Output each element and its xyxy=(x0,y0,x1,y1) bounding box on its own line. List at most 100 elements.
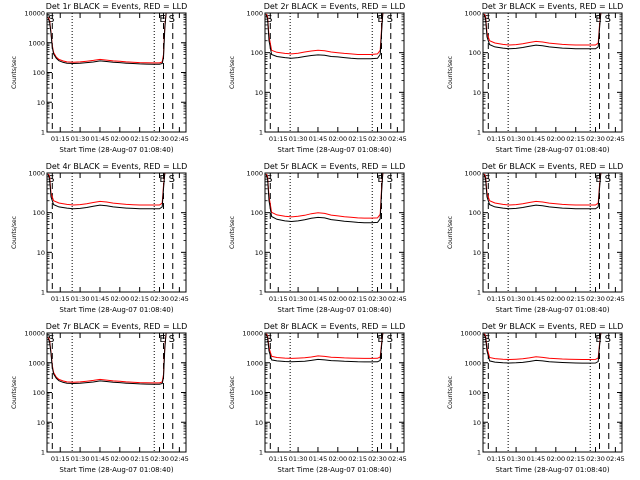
panel-det-3r: Det 3r BLACK = Events, RED = LLD Counts/s… xyxy=(447,2,625,154)
panel-title: Det 3r BLACK = Events, RED = LLD xyxy=(482,2,624,11)
y-tick-label: 100 xyxy=(469,389,481,397)
panel-title: Det 4r BLACK = Events, RED = LLD xyxy=(46,162,188,171)
marker-label-s: S xyxy=(387,334,393,345)
panel-det-6r: Det 6r BLACK = Events, RED = LLD Counts/s… xyxy=(447,162,625,314)
x-tick-label: 02:00 xyxy=(110,135,129,143)
x-axis-label: Start Time (28-Aug-07 01:08:40) xyxy=(277,146,391,154)
x-axis-label: Start Time (28-Aug-07 01:08:40) xyxy=(59,306,173,314)
y-tick-label: 100 xyxy=(469,209,481,217)
x-tick-label: 02:45 xyxy=(388,295,407,303)
y-tick-label: 100 xyxy=(469,49,481,57)
x-tick-label: 01:30 xyxy=(507,135,526,143)
y-tick-label: 1000 xyxy=(464,359,481,367)
panel-det-7r: Det 7r BLACK = Events, RED = LLD Counts/s… xyxy=(11,322,189,474)
x-tick-label: 01:30 xyxy=(507,455,526,463)
series-events xyxy=(483,332,602,364)
x-axis-label: Start Time (28-Aug-07 01:08:40) xyxy=(277,466,391,474)
series-events xyxy=(47,332,167,385)
y-tick-label: 1000 xyxy=(464,170,481,178)
y-tick-label: 10 xyxy=(255,249,263,257)
y-axis-label: Counts/sec xyxy=(229,376,236,409)
y-axis-label: Counts/sec xyxy=(11,56,18,89)
y-tick-label: 10000 xyxy=(24,330,45,338)
panel-title: Det 5r BLACK = Events, RED = LLD xyxy=(264,162,406,171)
marker-label-s: S xyxy=(387,14,393,25)
x-tick-label: 02:30 xyxy=(586,455,605,463)
marker-label-e: E xyxy=(377,14,383,25)
x-tick-label: 01:30 xyxy=(71,135,90,143)
y-tick-label: 1000 xyxy=(464,10,481,18)
x-tick-label: 02:15 xyxy=(566,455,585,463)
marker-label-e: E xyxy=(595,334,601,345)
x-tick-label: 01:15 xyxy=(51,295,70,303)
x-tick-label: 02:15 xyxy=(130,455,149,463)
x-tick-label: 02:30 xyxy=(150,455,169,463)
x-tick-label: 01:15 xyxy=(487,455,506,463)
series-events xyxy=(265,172,384,224)
x-tick-label: 01:30 xyxy=(71,295,90,303)
x-tick-label: 01:15 xyxy=(51,135,70,143)
marker-label-s: S xyxy=(266,174,272,185)
x-tick-label: 02:15 xyxy=(566,135,585,143)
x-tick-label: 02:00 xyxy=(328,455,347,463)
y-tick-label: 100 xyxy=(251,49,263,57)
x-tick-label: 01:30 xyxy=(507,295,526,303)
y-tick-label: 10 xyxy=(473,419,481,427)
x-tick-label: 02:00 xyxy=(546,455,565,463)
marker-label-s: S xyxy=(484,174,490,185)
y-tick-label: 100 xyxy=(33,69,45,77)
marker-label-e: E xyxy=(377,334,383,345)
y-tick-label: 1 xyxy=(477,289,481,297)
y-tick-label: 1000 xyxy=(28,359,45,367)
x-axis-label: Start Time (28-Aug-07 01:08:40) xyxy=(277,306,391,314)
panel-title: Det 9r BLACK = Events, RED = LLD xyxy=(482,322,624,331)
x-tick-label: 01:30 xyxy=(289,455,308,463)
x-tick-label: 01:45 xyxy=(527,295,546,303)
panel-det-1r: Det 1r BLACK = Events, RED = LLD Counts/s… xyxy=(11,2,189,154)
plot-frame xyxy=(264,172,405,293)
panel-det-9r: Det 9r BLACK = Events, RED = LLD Counts/s… xyxy=(447,322,625,474)
x-tick-label: 02:15 xyxy=(566,295,585,303)
marker-label-s: S xyxy=(484,14,490,25)
marker-label-e: E xyxy=(595,14,601,25)
series-events xyxy=(265,12,384,60)
y-tick-label: 1 xyxy=(259,129,263,137)
x-tick-label: 01:15 xyxy=(487,295,506,303)
y-tick-label: 1 xyxy=(41,129,45,137)
series-lld xyxy=(483,172,602,206)
series-lld xyxy=(483,12,602,46)
marker-label-e: E xyxy=(377,174,383,185)
y-axis-label: Counts/sec xyxy=(229,216,236,249)
marker-label-s: S xyxy=(48,14,54,25)
panel-det-4r: Det 4r BLACK = Events, RED = LLD Counts/s… xyxy=(11,162,189,314)
x-tick-label: 02:15 xyxy=(348,135,367,143)
x-tick-label: 01:45 xyxy=(309,135,328,143)
x-tick-label: 01:15 xyxy=(269,295,288,303)
panel-title: Det 1r BLACK = Events, RED = LLD xyxy=(46,2,188,11)
y-tick-label: 100 xyxy=(251,209,263,217)
y-tick-label: 1 xyxy=(259,449,263,457)
x-tick-label: 02:45 xyxy=(606,135,625,143)
plot-frame xyxy=(264,12,405,133)
marker-label-e: E xyxy=(159,14,165,25)
panel-det-8r: Det 8r BLACK = Events, RED = LLD Counts/s… xyxy=(229,322,407,474)
x-tick-label: 01:45 xyxy=(91,135,110,143)
plot-frame xyxy=(46,172,187,293)
x-tick-label: 01:45 xyxy=(309,295,328,303)
x-tick-label: 02:45 xyxy=(170,135,189,143)
marker-label-s: S xyxy=(605,174,611,185)
panel-title: Det 7r BLACK = Events, RED = LLD xyxy=(46,322,188,331)
y-tick-label: 100 xyxy=(33,209,45,217)
y-tick-label: 1000 xyxy=(28,170,45,178)
x-tick-label: 01:15 xyxy=(269,135,288,143)
marker-label-s: S xyxy=(605,14,611,25)
marker-label-s: S xyxy=(605,334,611,345)
marker-label-s: S xyxy=(169,14,175,25)
x-tick-label: 02:15 xyxy=(348,295,367,303)
series-events xyxy=(265,332,384,363)
series-events xyxy=(483,172,602,210)
x-tick-label: 01:30 xyxy=(289,135,308,143)
x-tick-label: 02:45 xyxy=(170,295,189,303)
y-tick-label: 10 xyxy=(473,89,481,97)
